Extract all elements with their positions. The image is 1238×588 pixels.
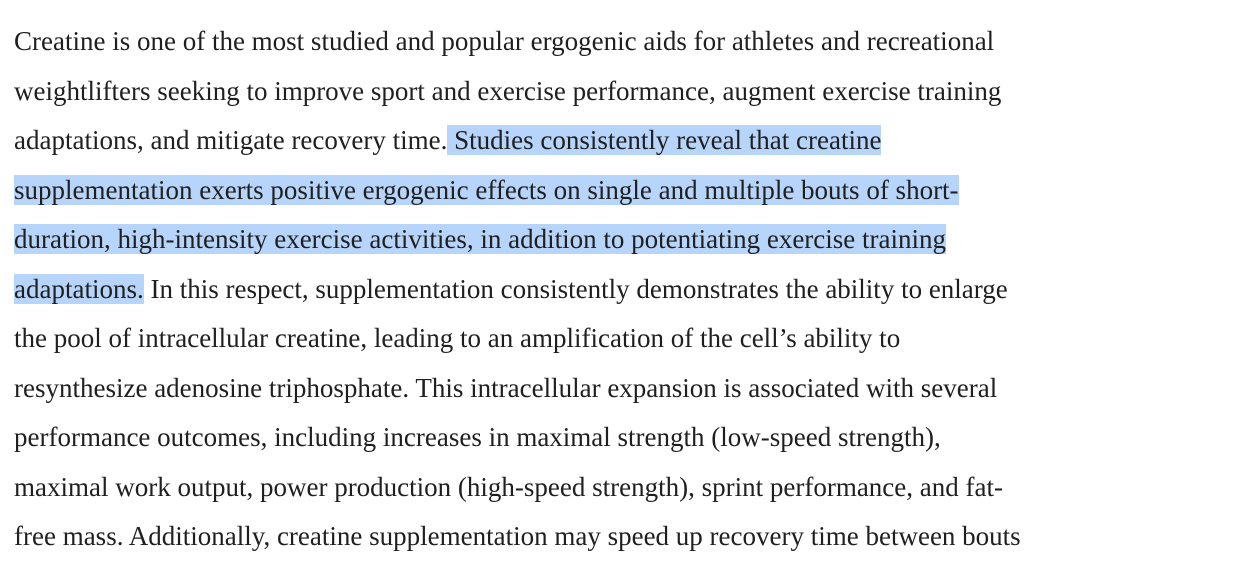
paragraph-line-10: maximal work output, power production (h… — [14, 463, 1003, 513]
paragraph-line-5: duration, high-intensity exercise activi… — [14, 215, 947, 265]
selected-text[interactable]: supplementation exerts positive ergogeni… — [14, 174, 959, 205]
line-text: resynthesize adenosine triphosphate. Thi… — [14, 372, 998, 403]
paragraph-line-3: adaptations, and mitigate recovery time.… — [14, 116, 882, 166]
paragraph-line-6: adaptations. In this respect, supplement… — [14, 265, 1008, 315]
paragraph-line-1: Creatine is one of the most studied and … — [14, 17, 994, 67]
paragraph-line-8: resynthesize adenosine triphosphate. Thi… — [14, 364, 997, 414]
paragraph-line-11: free mass. Additionally, creatine supple… — [14, 512, 1021, 562]
paragraph-line-7: the pool of intracellular creatine, lead… — [14, 314, 900, 364]
paragraph-line-2: weightlifters seeking to improve sport a… — [14, 67, 1001, 117]
line-text: Creatine is one of the most studied and … — [14, 26, 995, 56]
line-text: performance outcomes, including increase… — [14, 422, 941, 452]
selected-text[interactable]: Studies consistently reveal that creatin… — [447, 125, 882, 155]
line-text: weightlifters seeking to improve sport a… — [14, 75, 1002, 106]
paragraph-line-9: performance outcomes, including increase… — [14, 413, 941, 463]
paragraph-line-4: supplementation exerts positive ergogeni… — [14, 166, 959, 216]
line-text: free mass. Additionally, creatine supple… — [14, 521, 1021, 551]
selected-text[interactable]: duration, high-intensity exercise activi… — [14, 224, 947, 254]
line-text: the pool of intracellular creatine, lead… — [14, 323, 901, 353]
line-text: In this respect, supplementation consist… — [143, 273, 1008, 304]
line-text: adaptations, and mitigate recovery time. — [14, 125, 448, 155]
line-text: maximal work output, power production (h… — [14, 471, 1003, 502]
selected-text[interactable]: adaptations. — [14, 273, 144, 304]
